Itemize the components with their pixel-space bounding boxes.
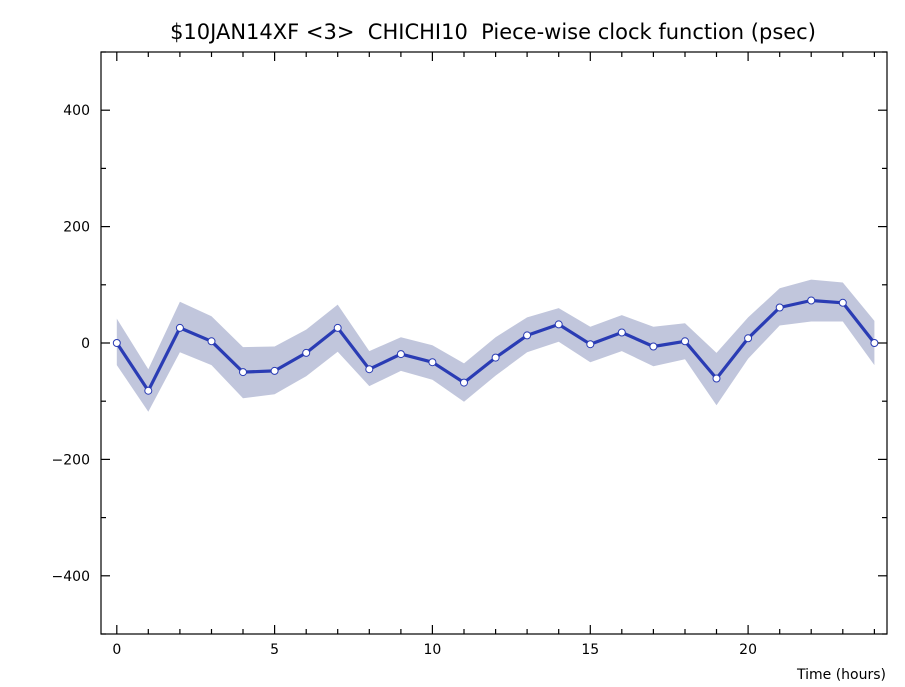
data-point <box>396 350 405 359</box>
data-point <box>207 337 216 346</box>
y-tick-labels: −400 −200 0 200 400 <box>52 103 90 585</box>
data-point <box>428 358 437 367</box>
data-point <box>270 366 279 375</box>
data-point <box>617 328 626 337</box>
data-point <box>302 348 311 357</box>
data-point <box>523 331 532 340</box>
data-point <box>144 386 153 395</box>
data-point-layer <box>112 296 879 395</box>
data-point <box>649 342 658 351</box>
chart-title: $10JAN14XF <3> CHICHI10 Piece-wise clock… <box>170 20 816 44</box>
error-band-layer <box>116 279 875 412</box>
x-axis-label: Time (hours) <box>796 667 886 683</box>
y-tick-label: 200 <box>63 220 90 236</box>
x-tick-label: 20 <box>739 642 757 658</box>
error-band <box>116 279 875 412</box>
data-point <box>112 339 121 347</box>
y-tick-label: 0 <box>81 336 90 352</box>
data-point <box>333 323 342 332</box>
data-point <box>554 320 563 329</box>
x-tick-labels: 0 5 10 15 20 <box>112 642 757 658</box>
y-tick-label: −400 <box>52 569 90 585</box>
data-point <box>586 340 595 349</box>
data-point <box>807 296 816 305</box>
data-point <box>744 334 753 343</box>
y-tick-label: −200 <box>52 452 90 468</box>
data-point <box>870 339 879 347</box>
x-tick-label: 0 <box>112 642 121 658</box>
x-tick-label: 5 <box>270 642 279 658</box>
data-point <box>775 303 784 312</box>
x-tick-label: 10 <box>423 642 441 658</box>
data-point <box>175 323 184 332</box>
data-point <box>239 368 247 377</box>
data-point <box>491 353 500 362</box>
data-point <box>365 365 374 374</box>
data-point <box>712 374 721 383</box>
data-point <box>460 378 468 387</box>
axis-ticks <box>101 51 887 635</box>
x-tick-label: 15 <box>581 642 599 658</box>
data-point <box>681 337 689 346</box>
data-point <box>838 298 847 307</box>
y-tick-label: 400 <box>63 103 90 119</box>
